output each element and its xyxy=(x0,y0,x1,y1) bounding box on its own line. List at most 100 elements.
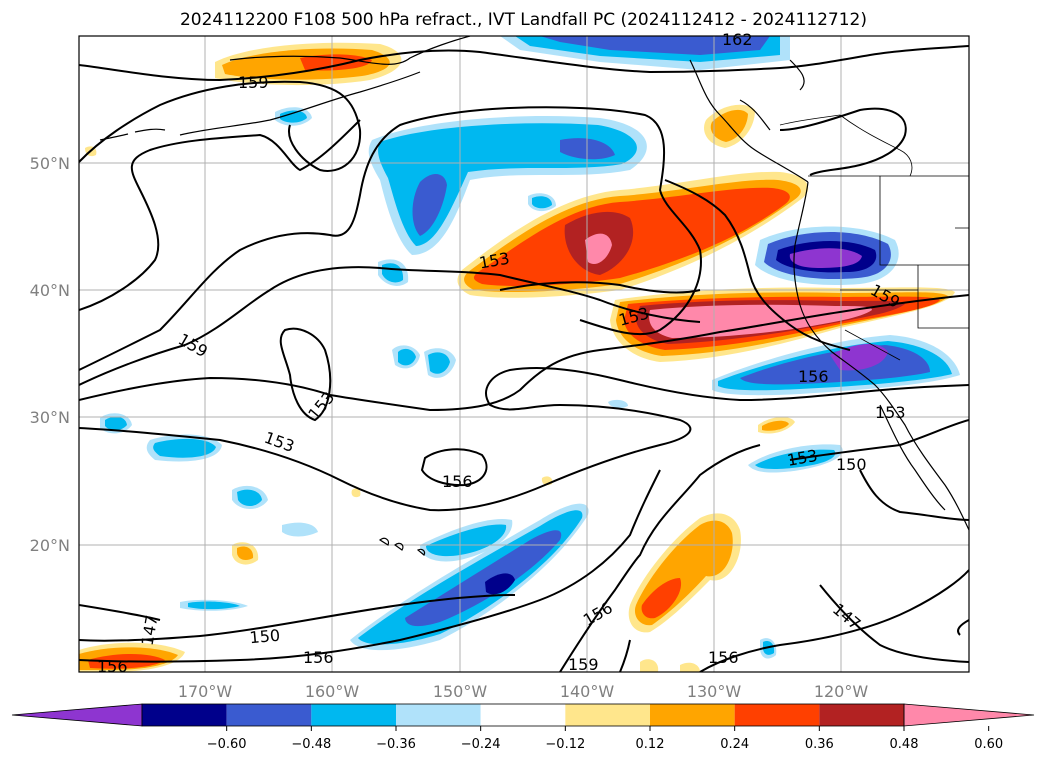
height-contour xyxy=(79,80,362,172)
colorbar: −0.60 −0.48 −0.36 −0.24 −0.12 0.12 0.24 0.36 0.4… xyxy=(11,703,1035,752)
colorbar-swatch xyxy=(480,704,566,726)
height-contour-layer xyxy=(79,45,969,672)
anomaly-fill-layer xyxy=(79,36,960,672)
colorbar-swatch xyxy=(226,704,312,726)
height-contour xyxy=(79,119,361,311)
height-contour xyxy=(779,107,907,176)
longitude-labels: 170°W 160°W 150°W 140°W 130°W 120°W xyxy=(178,682,869,701)
us-west-coastline xyxy=(793,181,969,531)
negative-anomaly-region xyxy=(105,416,216,458)
height-contour xyxy=(79,106,702,371)
height-contour xyxy=(79,594,516,642)
lon-tick-label: 130°W xyxy=(687,682,742,701)
chart-title: 2024112200 F108 500 hPa refract., IVT La… xyxy=(179,10,867,30)
colorbar-tick-label: −0.60 xyxy=(207,737,247,752)
colorbar-swatch xyxy=(142,704,227,726)
negative-anomaly-region xyxy=(398,348,450,374)
positive-anomaly-region xyxy=(649,304,872,338)
colorbar-swatch xyxy=(565,704,650,726)
colorbar-swatch xyxy=(819,704,904,726)
height-contour xyxy=(499,281,701,294)
lon-tick-label: 120°W xyxy=(814,682,869,701)
contour-label: 150 xyxy=(836,455,867,474)
colorbar-frame xyxy=(141,703,905,727)
height-contour xyxy=(664,179,851,351)
coastline-layer xyxy=(99,36,969,556)
contour-label: 156 xyxy=(303,648,334,667)
negative-anomaly-region xyxy=(405,530,562,627)
negative-anomaly-region xyxy=(280,110,307,123)
lon-tick-label: 150°W xyxy=(433,682,488,701)
canada-inland-lines xyxy=(779,114,913,177)
height-contour xyxy=(420,448,488,487)
lon-tick-label: 140°W xyxy=(560,682,615,701)
positive-anomaly-region xyxy=(351,488,361,498)
hawaii-islands xyxy=(378,537,426,556)
negative-anomaly-region xyxy=(412,174,447,236)
lat-tick-label: 40°N xyxy=(30,281,70,300)
contour-label: 153 xyxy=(875,403,906,422)
height-contour xyxy=(79,294,969,412)
contour-label: 162 xyxy=(722,30,753,49)
lat-tick-label: 20°N xyxy=(30,536,70,555)
colorbar-extend-high xyxy=(903,703,1035,727)
colorbar-swatch xyxy=(311,704,396,726)
canada-coastline xyxy=(689,59,809,183)
height-contour xyxy=(79,45,969,82)
colorbar-swatch xyxy=(650,704,735,726)
height-contour xyxy=(859,469,969,521)
colorbar-tick-label: 0.12 xyxy=(636,737,665,752)
positive-anomaly-region xyxy=(640,659,700,672)
lat-tick-label: 50°N xyxy=(30,154,70,173)
latitude-labels: 50°N 40°N 30°N 20°N xyxy=(30,154,70,555)
colorbar-tick-label: −0.24 xyxy=(461,737,501,752)
lon-tick-label: 160°W xyxy=(305,682,360,701)
colorbar-tick-label: 0.24 xyxy=(720,737,749,752)
negative-anomaly-region xyxy=(830,344,888,371)
negative-anomaly-region xyxy=(532,196,552,209)
state-border xyxy=(808,175,969,361)
negative-anomaly-region xyxy=(789,248,862,268)
height-contour xyxy=(559,444,761,672)
positive-anomaly-region xyxy=(300,54,372,71)
map-frame xyxy=(78,35,970,673)
colorbar-tick-label: 0.60 xyxy=(974,737,1003,752)
positive-anomaly-region xyxy=(237,546,254,561)
height-contour xyxy=(819,584,969,663)
height-contour xyxy=(699,569,969,672)
gridlines xyxy=(79,36,969,672)
height-contour xyxy=(957,619,969,636)
negative-anomaly-region xyxy=(540,36,770,55)
negative-anomaly-region xyxy=(237,489,262,506)
contour-label: 159 xyxy=(238,73,269,92)
negative-anomaly-region xyxy=(188,601,240,610)
colorbar-tick-label: 0.36 xyxy=(805,737,834,752)
baja-coastline xyxy=(879,404,946,511)
negative-anomaly-region xyxy=(426,524,507,557)
colorbar-tick-label: −0.48 xyxy=(291,737,331,752)
alaska-coastline xyxy=(179,36,471,136)
lat-tick-label: 30°N xyxy=(30,408,70,427)
contour-label: 156 xyxy=(97,657,128,676)
colorbar-tick-label: −0.12 xyxy=(545,737,585,752)
height-contour xyxy=(79,266,701,386)
colorbar-extend-low xyxy=(11,703,143,727)
colorbar-swatch xyxy=(734,704,820,726)
height-contour xyxy=(279,327,332,422)
height-contour xyxy=(619,639,631,672)
contour-label: 147 xyxy=(138,614,162,647)
positive-anomaly-region xyxy=(762,420,789,431)
height-contour xyxy=(789,419,969,461)
height-contour xyxy=(79,367,969,512)
colorbar-tick-label: 0.48 xyxy=(890,737,919,752)
contour-label: 156 xyxy=(442,472,473,491)
contour-label: 156 xyxy=(708,648,739,667)
positive-anomaly-region xyxy=(585,233,612,265)
lon-tick-label: 170°W xyxy=(178,682,233,701)
colorbar-swatch xyxy=(396,704,481,726)
height-contour xyxy=(79,469,661,663)
contour-label: 156 xyxy=(798,367,829,386)
contour-label: 159 xyxy=(568,655,599,674)
negative-anomaly-region xyxy=(282,522,318,537)
